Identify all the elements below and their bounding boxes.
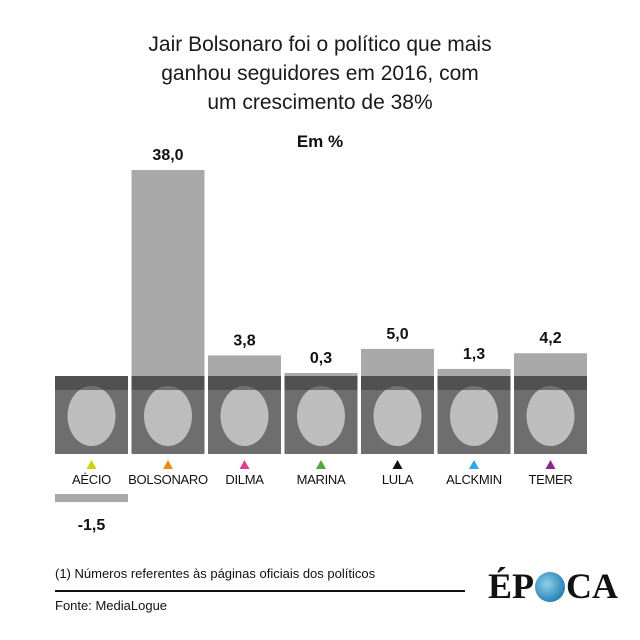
bar	[208, 355, 281, 376]
category-label: DILMA	[225, 472, 264, 487]
marker-triangle	[545, 460, 556, 469]
logo-text-left: ÉP	[488, 566, 535, 606]
marker-triangle	[86, 460, 97, 469]
portrait-face	[450, 386, 498, 446]
bar	[131, 170, 205, 376]
divider	[55, 590, 465, 592]
bar-chart: AÉCIO -1,5 38,0 BOLSONARO 3,8 DILMA 0,3 MARINA 5…	[55, 147, 587, 534]
portrait-hair	[361, 376, 434, 390]
portrait-face	[373, 386, 422, 446]
epoca-logo: ÉP CA	[488, 566, 618, 606]
marker-triangle	[163, 460, 173, 469]
portrait-face	[67, 386, 116, 446]
data-label: 1,3	[463, 346, 485, 363]
portrait-face	[297, 386, 345, 446]
category-label: AÉCIO	[72, 472, 111, 487]
portrait-hair	[284, 376, 358, 390]
category-label: BOLSONARO	[128, 472, 208, 487]
portrait-face	[144, 386, 192, 446]
data-label: 0,3	[310, 350, 332, 367]
portrait-hair	[208, 376, 281, 390]
data-label: -1,5	[78, 517, 106, 534]
logo-text-right: CA	[566, 566, 619, 606]
category-label: MARINA	[297, 472, 346, 487]
portrait-hair	[514, 376, 587, 390]
category-label: TEMER	[528, 472, 572, 487]
marker-triangle	[239, 460, 250, 469]
portrait-hair	[131, 376, 205, 390]
marker-triangle	[469, 460, 479, 469]
marker-triangle	[316, 460, 326, 469]
bar	[55, 494, 128, 503]
chart-title: Jair Bolsonaro foi o político que mais g…	[120, 30, 520, 117]
source-note: Fonte: MediaLogue	[55, 598, 168, 613]
marker-triangle	[392, 460, 403, 469]
footnote: (1) Números referentes às páginas oficia…	[55, 566, 376, 581]
data-label: 38,0	[152, 147, 183, 164]
data-label: 3,8	[233, 332, 255, 349]
portrait-face	[220, 386, 269, 446]
globe-icon	[535, 572, 566, 602]
data-label: 5,0	[386, 326, 408, 343]
bar	[361, 348, 434, 376]
portrait-hair	[55, 376, 128, 390]
title-line: ganhou seguidores em 2016, com	[161, 62, 479, 85]
bar	[284, 373, 358, 376]
portrait-hair	[437, 376, 511, 390]
title-line: um crescimento de 38%	[207, 91, 433, 114]
category-label: LULA	[382, 472, 414, 487]
bar	[437, 368, 511, 376]
bar	[514, 353, 587, 376]
unit-label: Em %	[296, 132, 344, 151]
data-label: 4,2	[539, 330, 561, 347]
portrait-face	[526, 386, 575, 446]
title-line: Jair Bolsonaro foi o político que mais	[148, 33, 492, 56]
category-label: ALCKMIN	[446, 472, 502, 487]
